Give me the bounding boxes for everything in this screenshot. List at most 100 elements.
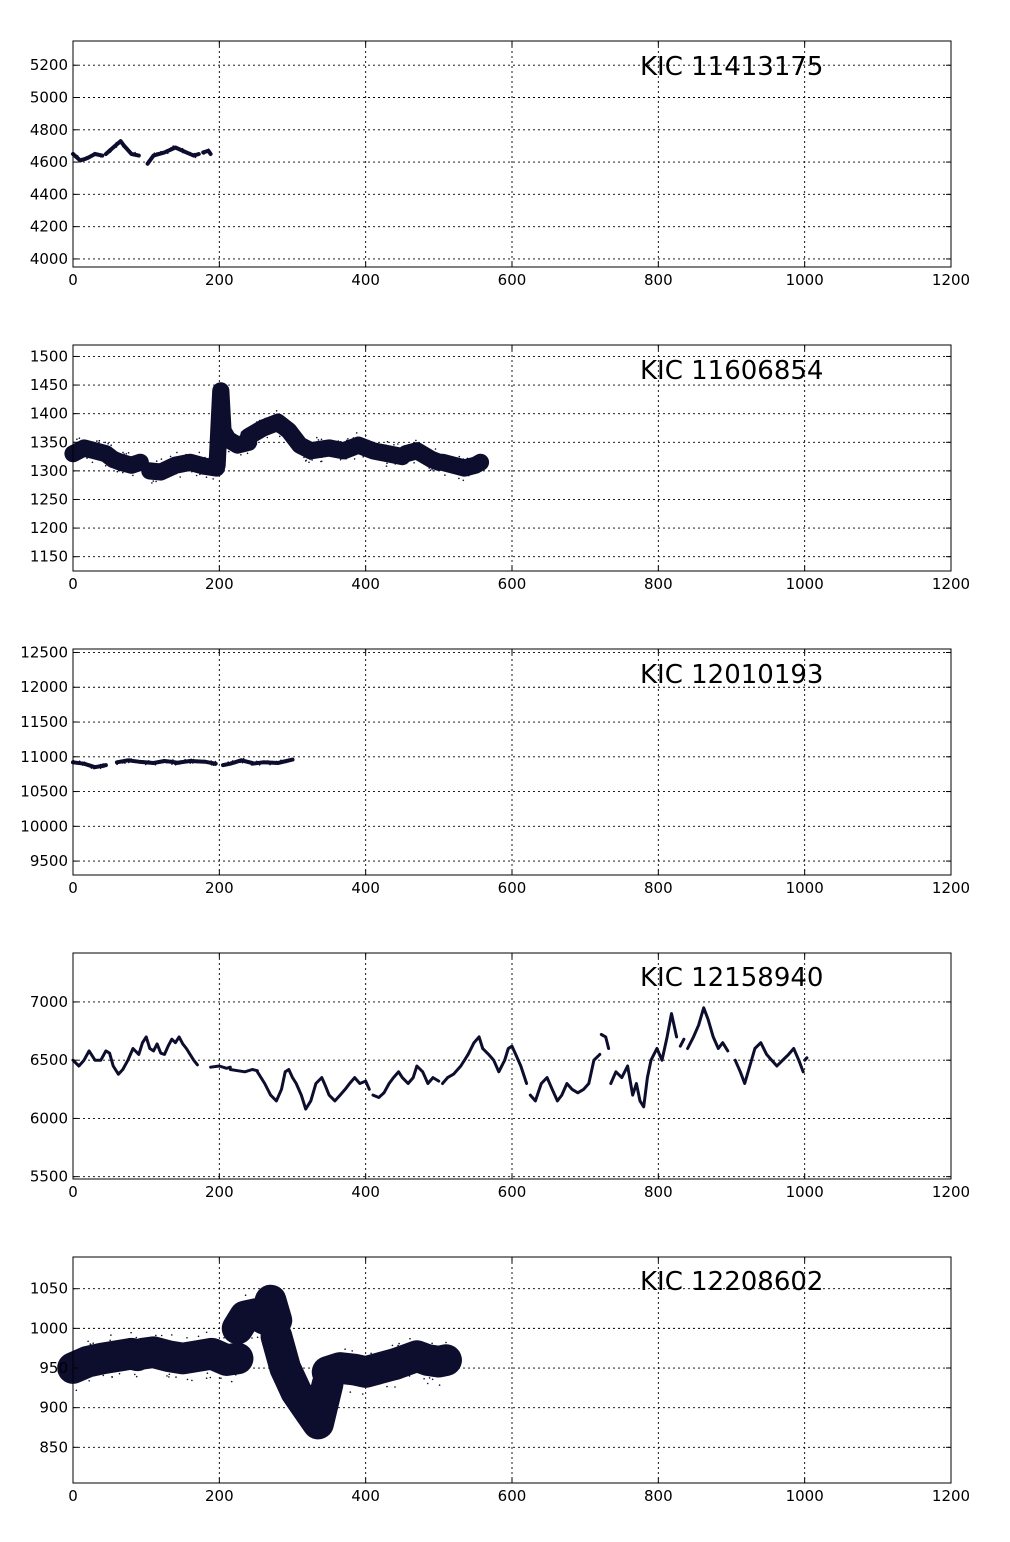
data-point (208, 1362, 210, 1364)
data-point (260, 761, 263, 764)
data-point (237, 1316, 239, 1318)
data-point (204, 456, 206, 459)
data-point (89, 763, 92, 766)
data-point (370, 1352, 372, 1355)
data-point (429, 451, 431, 454)
data-point (353, 458, 356, 460)
data-point (115, 141, 118, 144)
data-point (115, 146, 118, 148)
data-point (152, 762, 154, 765)
data-point (166, 759, 168, 762)
data-point (230, 1380, 233, 1383)
data-point (196, 154, 198, 156)
data-point (317, 1429, 319, 1432)
data-point (175, 760, 177, 763)
data-point (349, 1360, 351, 1362)
data-point (203, 759, 206, 762)
data-point (183, 761, 186, 763)
data-point (224, 1370, 227, 1373)
data-point (452, 465, 455, 467)
data-point (313, 1418, 316, 1420)
data-point (83, 762, 86, 765)
x-tick-label: 1200 (932, 1183, 970, 1201)
data-point (99, 767, 102, 770)
data-point (75, 450, 77, 453)
data-point (197, 1335, 200, 1338)
data-point (254, 427, 257, 430)
data-point (255, 760, 258, 763)
data-point (127, 147, 129, 150)
data-point (235, 1345, 238, 1347)
data-point (125, 453, 128, 455)
data-point (424, 1365, 427, 1367)
data-point (429, 1344, 432, 1347)
data-point (292, 448, 295, 451)
data-point (189, 762, 192, 764)
x-tick-label: 0 (68, 879, 78, 897)
data-point (231, 442, 233, 445)
data-point (340, 440, 342, 443)
data-point (227, 1356, 230, 1359)
data-point (210, 760, 212, 762)
y-tick-label: 11500 (20, 713, 68, 731)
data-point (146, 762, 148, 765)
data-point (195, 1346, 198, 1348)
data-point (181, 1345, 183, 1348)
data-point (336, 1390, 339, 1392)
data-point (460, 459, 462, 462)
data-point (111, 148, 113, 151)
data-point (444, 474, 446, 476)
data-point (167, 467, 170, 470)
data-point (347, 438, 349, 440)
x-tick-label: 0 (68, 575, 78, 593)
data-point (220, 1344, 222, 1347)
data-point (169, 1347, 171, 1350)
data-point (122, 1343, 125, 1346)
data-point (87, 450, 90, 452)
data-point (296, 1390, 299, 1393)
y-tick-label: 6000 (30, 1109, 68, 1127)
data-point (335, 1380, 338, 1383)
y-tick-label: 12000 (20, 678, 68, 696)
data-point (249, 433, 252, 436)
data-point (162, 1362, 165, 1364)
data-point (417, 447, 420, 449)
data-point (203, 153, 205, 155)
data-point (266, 426, 269, 428)
data-point (125, 759, 127, 762)
data-point (409, 1337, 411, 1340)
data-point (233, 1370, 235, 1372)
data-point (462, 458, 465, 460)
data-point (134, 463, 137, 465)
data-point (361, 442, 364, 445)
y-tick-label: 850 (39, 1438, 68, 1456)
data-point (230, 761, 232, 763)
x-tick-label: 1000 (786, 1487, 824, 1505)
data-point (375, 1353, 378, 1355)
series-segment (201, 148, 213, 156)
data-point (160, 150, 162, 153)
data-point (185, 453, 187, 456)
data-point (96, 440, 98, 442)
x-tick-label: 400 (351, 1487, 380, 1505)
x-tick-label: 0 (68, 1487, 78, 1505)
data-point (174, 460, 176, 462)
data-point (173, 1343, 176, 1346)
data-point (114, 451, 117, 453)
data-point (237, 1313, 239, 1316)
data-point (461, 468, 464, 471)
data-point (160, 458, 163, 460)
data-point (296, 445, 299, 448)
data-point (477, 463, 480, 465)
data-point (409, 455, 412, 457)
data-point (206, 151, 208, 153)
data-point (186, 1378, 189, 1381)
data-point (423, 1378, 425, 1380)
data-point (354, 450, 356, 453)
y-tick-label: 950 (39, 1359, 68, 1377)
y-tick-label: 4400 (30, 185, 68, 203)
data-point (303, 456, 305, 459)
data-point (119, 454, 121, 457)
data-point (285, 423, 287, 426)
data-point (135, 155, 138, 157)
